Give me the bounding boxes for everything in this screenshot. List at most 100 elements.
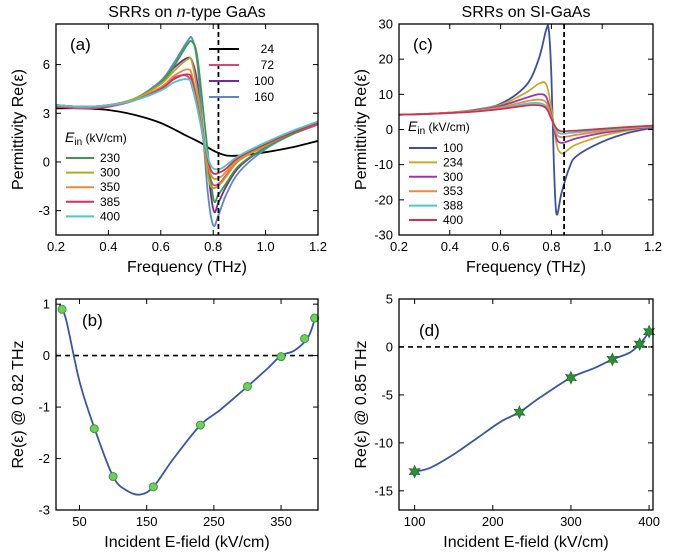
data-point xyxy=(513,405,526,420)
y-tick-label: 0 xyxy=(386,339,393,354)
x-tick-label: 350 xyxy=(270,514,292,529)
series-line-400 xyxy=(399,104,653,133)
y-axis-label: Re(ε) @ 0.82 THz xyxy=(10,341,27,469)
y-tick-label: 1 xyxy=(43,297,50,312)
data-point xyxy=(633,337,646,352)
data-point xyxy=(408,464,421,479)
data-point xyxy=(643,324,656,339)
x-tick-label: 0.6 xyxy=(152,239,170,254)
x-tick-label: 100 xyxy=(404,514,426,529)
x-tick-label: 0.2 xyxy=(390,239,408,254)
y-tick-label: -20 xyxy=(374,192,393,207)
x-axis-label: Frequency (THz) xyxy=(466,259,586,276)
x-axis-label: Frequency (THz) xyxy=(127,259,247,276)
legend-label: 72 xyxy=(261,58,275,72)
legend-label: 353 xyxy=(443,184,463,198)
series-line-385 xyxy=(56,73,318,175)
x-tick-label: 0.4 xyxy=(99,239,117,254)
data-point xyxy=(564,370,577,385)
panel-label: (a) xyxy=(70,35,91,54)
y-tick-label: -3 xyxy=(38,203,50,218)
y-tick-label: 3 xyxy=(43,106,50,121)
axes-frame xyxy=(398,298,654,511)
y-tick-label: 0 xyxy=(43,154,50,169)
fit-curve xyxy=(414,331,650,473)
y-axis-label: Permittivity Re(ε) xyxy=(353,69,370,190)
y-tick-label: 0 xyxy=(386,122,393,137)
y-tick-label: -3 xyxy=(38,503,50,518)
legend-label: 300 xyxy=(100,166,120,180)
x-tick-label: 1.2 xyxy=(309,239,327,254)
series-line-230 xyxy=(56,39,318,203)
x-tick-label: 0.4 xyxy=(441,239,459,254)
plot-area xyxy=(399,331,653,473)
axes-frame xyxy=(55,298,319,511)
x-tick-label: 0.8 xyxy=(542,239,560,254)
panel-b: 50 150 250 350 1 0 -1 -2 -3 Incident E-field (kV/… xyxy=(10,297,320,551)
panel-label: (c) xyxy=(413,35,433,54)
x-tick-label: 0.6 xyxy=(492,239,510,254)
y-tick-label: 30 xyxy=(379,17,393,32)
legend-title: Ein (kV/cm) xyxy=(408,118,470,137)
plot-area xyxy=(56,35,318,227)
y-axis-label: Permittivity Re(ε) xyxy=(10,69,27,190)
y-tick-label: -5 xyxy=(381,387,393,402)
x-tick-label: 1.2 xyxy=(644,239,662,254)
legend-label: 100 xyxy=(254,74,274,88)
chart-title: SRRs on SI-GaAs xyxy=(462,4,591,21)
chart-title: SRRs on n-type GaAs xyxy=(108,4,265,21)
x-tick-label: 300 xyxy=(560,514,582,529)
legend-label: 234 xyxy=(443,155,463,169)
data-point xyxy=(89,424,99,434)
legend-label: 100 xyxy=(443,141,463,155)
data-point xyxy=(242,381,252,391)
plot-area xyxy=(399,24,653,216)
legend-label: 400 xyxy=(443,213,463,227)
data-point xyxy=(108,472,118,482)
data-point xyxy=(148,482,158,492)
panel-label: (b) xyxy=(82,311,103,330)
x-tick-label: 400 xyxy=(638,514,660,529)
legend-label: 230 xyxy=(100,151,120,165)
x-axis-label: Incident E-field (kV/cm) xyxy=(104,534,269,551)
y-tick-label: 10 xyxy=(379,87,393,102)
data-point xyxy=(300,334,310,344)
y-tick-label: -30 xyxy=(374,228,393,243)
legend-label: 400 xyxy=(100,209,120,223)
y-tick-label: -1 xyxy=(38,400,50,415)
y-tick-label: -2 xyxy=(38,451,50,466)
series-line-350 xyxy=(56,68,318,180)
legend-title: Ein (kV/cm) xyxy=(65,129,127,148)
x-axis-label: Incident E-field (kV/cm) xyxy=(443,534,608,551)
x-tick-label: 150 xyxy=(136,514,158,529)
data-point xyxy=(606,352,619,367)
series-line-234 xyxy=(399,81,653,155)
y-tick-label: 0 xyxy=(43,348,50,363)
plot-area xyxy=(56,303,318,496)
y-tick-label: -10 xyxy=(374,157,393,172)
y-tick-label: 5 xyxy=(386,292,393,307)
y-tick-label: -10 xyxy=(374,435,393,450)
series-line-24 xyxy=(56,107,318,157)
x-tick-label: 0.2 xyxy=(47,239,65,254)
legend-label: 24 xyxy=(261,42,275,56)
x-tick-label: 1.0 xyxy=(593,239,611,254)
x-tick-label: 1.0 xyxy=(257,239,275,254)
x-tick-label: 200 xyxy=(482,514,504,529)
x-tick-label: 0.8 xyxy=(204,239,222,254)
panel-d: 100 200 300 400 5 0 -5 -10 -15 Incident E-field (… xyxy=(353,292,660,552)
legend-label: 388 xyxy=(443,199,463,213)
legend-label: 300 xyxy=(443,170,463,184)
axes-frame xyxy=(55,23,319,236)
panel-label: (d) xyxy=(419,321,440,340)
legend-label: 350 xyxy=(100,180,120,194)
data-point xyxy=(195,420,205,430)
fit-curve xyxy=(58,303,316,496)
data-point xyxy=(276,352,286,362)
series-line-400 xyxy=(56,78,318,171)
y-tick-label: 20 xyxy=(379,52,393,67)
y-tick-label: -15 xyxy=(374,483,393,498)
